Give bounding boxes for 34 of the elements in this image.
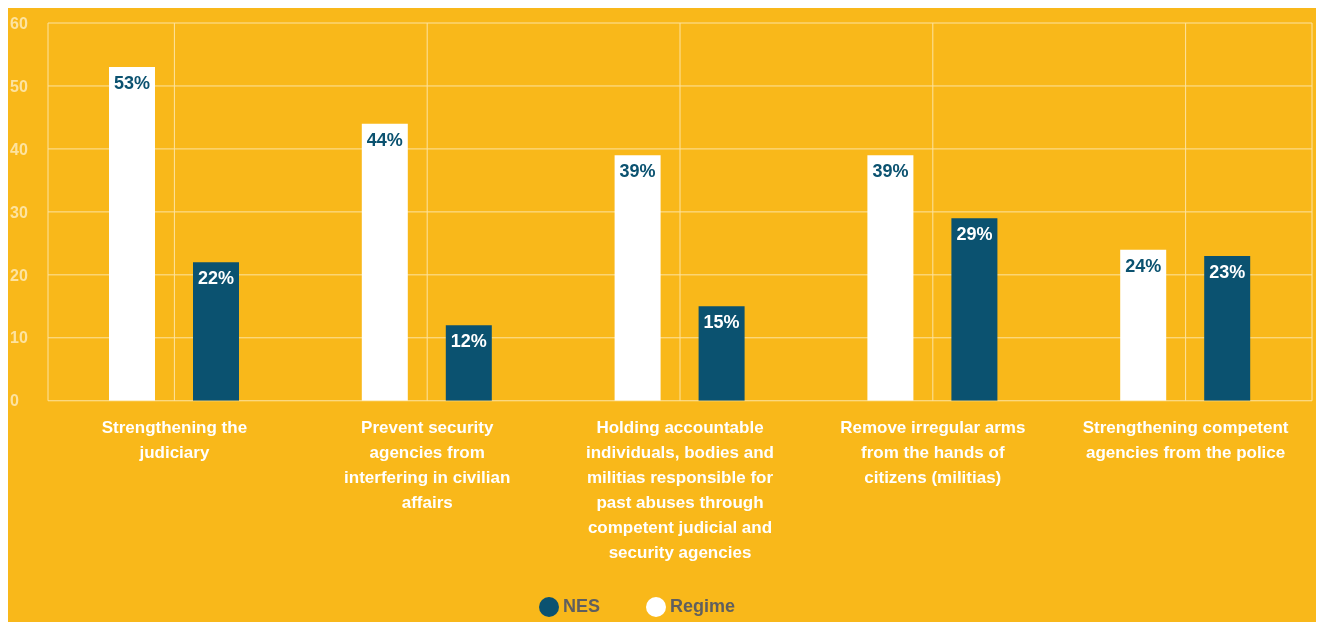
- x-tick-label: Strengthening the judiciary: [101, 417, 248, 462]
- data-label: 24%: [1125, 255, 1162, 276]
- data-label: 29%: [956, 224, 993, 245]
- data-label: 22%: [197, 268, 235, 289]
- x-tick-label: Remove irregular arms from the hands of citizens (militias): [840, 417, 1026, 487]
- bar: [698, 306, 745, 401]
- bar: [614, 155, 661, 401]
- legend-label: NES: [562, 595, 600, 616]
- y-tick-label: 50: [10, 77, 28, 95]
- y-tick-label: 10: [10, 329, 28, 347]
- x-tick-label: Prevent security agencies from interfering in civilian affairs: [344, 417, 511, 512]
- y-tick-label: 30: [10, 203, 28, 221]
- bar: [951, 218, 998, 401]
- y-tick-label: 0: [10, 392, 19, 410]
- bar: [193, 262, 239, 401]
- y-tick-label: 20: [10, 266, 28, 284]
- data-label: 39%: [619, 161, 656, 182]
- x-tick-label: Holding accountable individuals, bodies and militias responsible for past abuses through competent judicial and security agencies: [586, 417, 774, 562]
- y-tick-label: 40: [10, 140, 28, 158]
- data-label: 12%: [450, 331, 487, 352]
- data-label: 15%: [703, 312, 740, 333]
- data-label: 23%: [1209, 261, 1246, 282]
- bar: [361, 123, 408, 401]
- bar: [445, 325, 492, 401]
- legend-label: Regime: [669, 595, 736, 616]
- bar: [1120, 249, 1167, 401]
- bar: [867, 155, 914, 401]
- data-label: 53%: [113, 73, 151, 94]
- bar: [109, 67, 155, 401]
- y-tick-label: 60: [10, 14, 28, 32]
- data-label: 39%: [872, 161, 909, 182]
- bar: [1204, 255, 1251, 401]
- x-tick-label: Strengthening competent agencies from the police: [1082, 417, 1289, 462]
- data-label: 44%: [366, 129, 403, 150]
